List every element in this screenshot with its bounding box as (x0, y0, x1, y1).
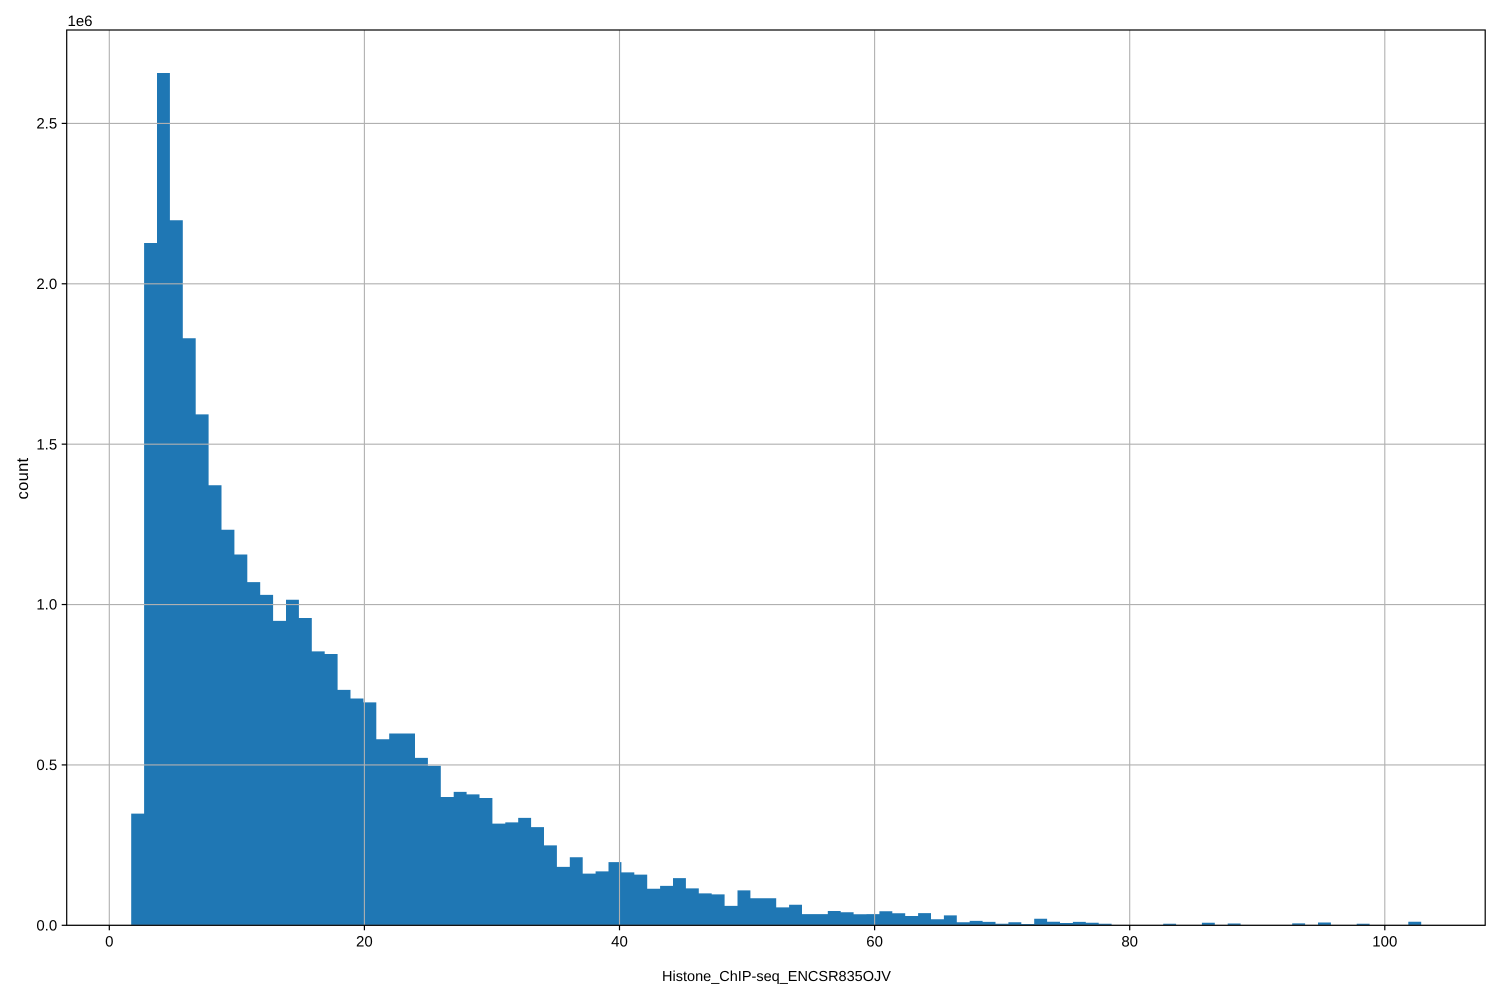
svg-text:100: 100 (1372, 934, 1397, 951)
svg-text:20: 20 (356, 934, 373, 951)
svg-text:1.5: 1.5 (36, 436, 57, 453)
svg-text:0: 0 (105, 934, 113, 951)
svg-text:1e6: 1e6 (68, 13, 93, 30)
svg-text:40: 40 (611, 934, 628, 951)
svg-text:1.0: 1.0 (36, 597, 57, 614)
svg-text:2.5: 2.5 (36, 116, 57, 133)
svg-text:60: 60 (866, 934, 883, 951)
svg-text:0.0: 0.0 (36, 918, 57, 935)
svg-text:0.5: 0.5 (36, 757, 57, 774)
svg-text:Histone_ChIP-seq_ENCSR835OJV: Histone_ChIP-seq_ENCSR835OJV (662, 969, 891, 985)
svg-text:count: count (14, 457, 32, 499)
svg-text:80: 80 (1121, 934, 1138, 951)
svg-text:2.0: 2.0 (36, 276, 57, 293)
